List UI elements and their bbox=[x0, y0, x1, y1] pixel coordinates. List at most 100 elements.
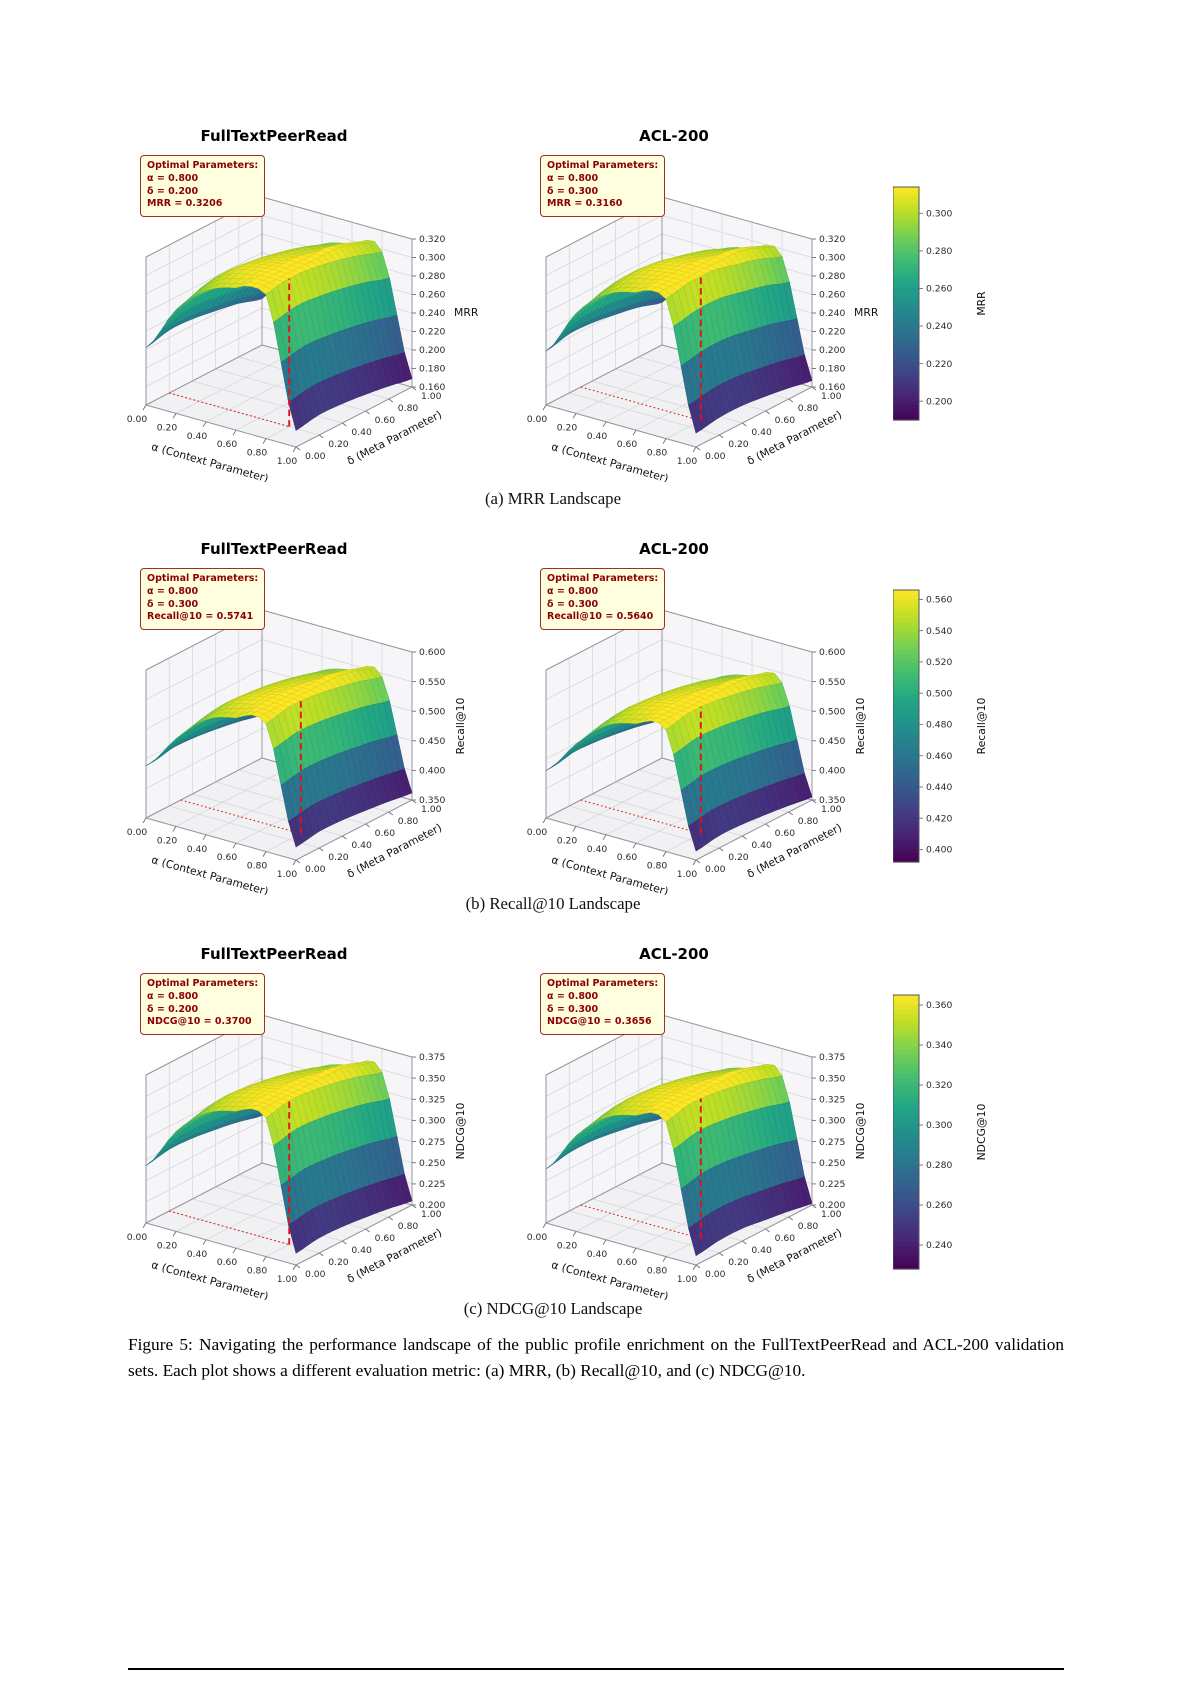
annotation-line: δ = 0.300 bbox=[547, 185, 599, 197]
annotation-line: δ = 0.200 bbox=[147, 1003, 199, 1015]
optimal-parameters-annotation: Optimal Parameters: α = 0.800 δ = 0.300 … bbox=[540, 155, 666, 218]
svg-text:0.300: 0.300 bbox=[819, 1116, 845, 1127]
svg-text:Recall@10: Recall@10 bbox=[454, 697, 467, 754]
svg-text:0.60: 0.60 bbox=[217, 1257, 238, 1268]
svg-text:0.275: 0.275 bbox=[419, 1137, 445, 1148]
tick-labels: 0.000.000.200.200.40 0.400.600.600.800.80… bbox=[127, 1052, 446, 1285]
svg-text:0.40: 0.40 bbox=[187, 431, 208, 442]
optimal-parameters-annotation: Optimal Parameters: α = 0.800 δ = 0.200 … bbox=[140, 155, 266, 218]
svg-text:0.325: 0.325 bbox=[819, 1095, 845, 1106]
svg-text:0.20: 0.20 bbox=[557, 1240, 578, 1251]
svg-text:α (Context Parameter): α (Context Parameter) bbox=[150, 1258, 270, 1300]
annotation-line: δ = 0.300 bbox=[547, 598, 599, 610]
annotation-line: α = 0.800 bbox=[147, 990, 199, 1002]
plot-title: ACL-200 bbox=[639, 945, 709, 963]
tick-labels: 0.000.000.200.200.40 0.400.600.600.800.80… bbox=[527, 1052, 846, 1285]
svg-text:0.320: 0.320 bbox=[819, 234, 845, 245]
svg-text:0.80: 0.80 bbox=[798, 403, 819, 414]
svg-text:1.00: 1.00 bbox=[677, 1274, 698, 1285]
subfigure-row-recall10: FullTextPeerRead Optimal Parameters: α =… bbox=[0, 538, 1192, 898]
svg-text:0.200: 0.200 bbox=[819, 1200, 845, 1211]
svg-text:0.00: 0.00 bbox=[705, 451, 726, 462]
svg-text:0.440: 0.440 bbox=[926, 782, 952, 793]
svg-text:0.00: 0.00 bbox=[127, 414, 148, 425]
svg-text:1.00: 1.00 bbox=[677, 456, 698, 467]
svg-text:0.340: 0.340 bbox=[926, 1040, 952, 1051]
svg-text:0.00: 0.00 bbox=[305, 1269, 326, 1280]
svg-text:0.240: 0.240 bbox=[926, 321, 952, 332]
svg-text:0.60: 0.60 bbox=[375, 415, 396, 426]
annotation-line: δ = 0.200 bbox=[147, 185, 199, 197]
svg-text:α (Context Parameter): α (Context Parameter) bbox=[550, 1258, 670, 1300]
svg-text:0.80: 0.80 bbox=[798, 816, 819, 827]
svg-text:MRR: MRR bbox=[454, 306, 479, 319]
svg-text:α (Context Parameter): α (Context Parameter) bbox=[550, 440, 670, 482]
svg-text:0.180: 0.180 bbox=[419, 364, 445, 375]
subfigure-row-mrr: FullTextPeerRead Optimal Parameters: α =… bbox=[0, 125, 1192, 485]
svg-text:0.80: 0.80 bbox=[798, 1221, 819, 1232]
svg-text:0.40: 0.40 bbox=[351, 427, 372, 438]
svg-text:0.200: 0.200 bbox=[926, 396, 952, 407]
svg-text:0.500: 0.500 bbox=[819, 706, 845, 717]
svg-text:0.350: 0.350 bbox=[819, 795, 845, 806]
svg-text:0.300: 0.300 bbox=[926, 1120, 952, 1131]
svg-text:1.00: 1.00 bbox=[421, 1209, 442, 1220]
plot-canvas: Optimal Parameters: α = 0.800 δ = 0.200 … bbox=[110, 965, 490, 1300]
svg-text:0.600: 0.600 bbox=[819, 647, 845, 658]
svg-text:0.60: 0.60 bbox=[617, 1257, 638, 1268]
svg-text:0.240: 0.240 bbox=[819, 308, 845, 319]
svg-text:NDCG@10: NDCG@10 bbox=[854, 1102, 867, 1159]
plot-title: FullTextPeerRead bbox=[200, 540, 348, 558]
svg-text:0.40: 0.40 bbox=[351, 840, 372, 851]
annotation-line: α = 0.800 bbox=[547, 172, 599, 184]
svg-text:0.80: 0.80 bbox=[647, 1266, 668, 1277]
surface-plot-3d: 0.000.000.200.200.40 0.400.600.600.800.80… bbox=[127, 609, 467, 895]
svg-text:0.260: 0.260 bbox=[819, 290, 845, 301]
svg-text:0.40: 0.40 bbox=[587, 1249, 608, 1260]
annotation-line: MRR = 0.3160 bbox=[547, 198, 623, 210]
svg-text:0.60: 0.60 bbox=[775, 1233, 796, 1244]
svg-text:0.500: 0.500 bbox=[419, 706, 445, 717]
surface-plot-3d: 0.000.000.200.200.40 0.400.600.600.800.80… bbox=[527, 1014, 867, 1300]
svg-text:Recall@10: Recall@10 bbox=[975, 697, 988, 754]
svg-text:0.60: 0.60 bbox=[775, 415, 796, 426]
svg-text:0.550: 0.550 bbox=[819, 677, 845, 688]
svg-text:0.280: 0.280 bbox=[419, 271, 445, 282]
svg-text:0.80: 0.80 bbox=[398, 1221, 419, 1232]
plot-recall10-acl200: ACL-200 Optimal Parameters: α = 0.800 δ … bbox=[510, 538, 890, 895]
svg-text:MRR: MRR bbox=[975, 291, 988, 316]
svg-text:0.250: 0.250 bbox=[419, 1158, 445, 1169]
svg-text:0.560: 0.560 bbox=[926, 595, 952, 606]
svg-text:MRR: MRR bbox=[854, 306, 879, 319]
tick-labels: 0.000.000.200.200.40 0.400.600.600.800.80… bbox=[127, 647, 446, 880]
svg-text:0.260: 0.260 bbox=[926, 284, 952, 295]
svg-text:0.60: 0.60 bbox=[775, 828, 796, 839]
plot-canvas: Optimal Parameters: α = 0.800 δ = 0.300 … bbox=[110, 560, 490, 895]
annotation-header: Optimal Parameters: bbox=[147, 160, 259, 171]
svg-text:0.00: 0.00 bbox=[127, 1232, 148, 1243]
svg-text:0.250: 0.250 bbox=[819, 1158, 845, 1169]
tick-labels: 0.000.000.200.200.40 0.400.600.600.800.80… bbox=[527, 647, 846, 880]
svg-text:0.20: 0.20 bbox=[557, 422, 578, 433]
svg-text:0.200: 0.200 bbox=[419, 1200, 445, 1211]
plot-ndcg10-acl200: ACL-200 Optimal Parameters: α = 0.800 δ … bbox=[510, 943, 890, 1300]
svg-text:0.80: 0.80 bbox=[247, 861, 268, 872]
surface-mesh bbox=[145, 1060, 413, 1254]
annotation-line: α = 0.800 bbox=[547, 990, 599, 1002]
annotation-header: Optimal Parameters: bbox=[547, 978, 659, 989]
svg-text:0.40: 0.40 bbox=[751, 427, 772, 438]
svg-text:0.20: 0.20 bbox=[728, 439, 749, 450]
annotation-line: NDCG@10 = 0.3700 bbox=[147, 1016, 252, 1028]
svg-text:0.260: 0.260 bbox=[419, 290, 445, 301]
svg-text:0.00: 0.00 bbox=[305, 864, 326, 875]
annotation-line: Recall@10 = 0.5741 bbox=[147, 611, 254, 623]
optimal-parameters-annotation: Optimal Parameters: α = 0.800 δ = 0.200 … bbox=[140, 973, 266, 1036]
svg-text:0.40: 0.40 bbox=[587, 844, 608, 855]
svg-text:0.20: 0.20 bbox=[157, 1240, 178, 1251]
svg-text:0.40: 0.40 bbox=[587, 431, 608, 442]
svg-text:0.160: 0.160 bbox=[819, 382, 845, 393]
svg-text:0.80: 0.80 bbox=[247, 448, 268, 459]
svg-text:0.350: 0.350 bbox=[419, 1073, 445, 1084]
svg-text:0.80: 0.80 bbox=[247, 1266, 268, 1277]
